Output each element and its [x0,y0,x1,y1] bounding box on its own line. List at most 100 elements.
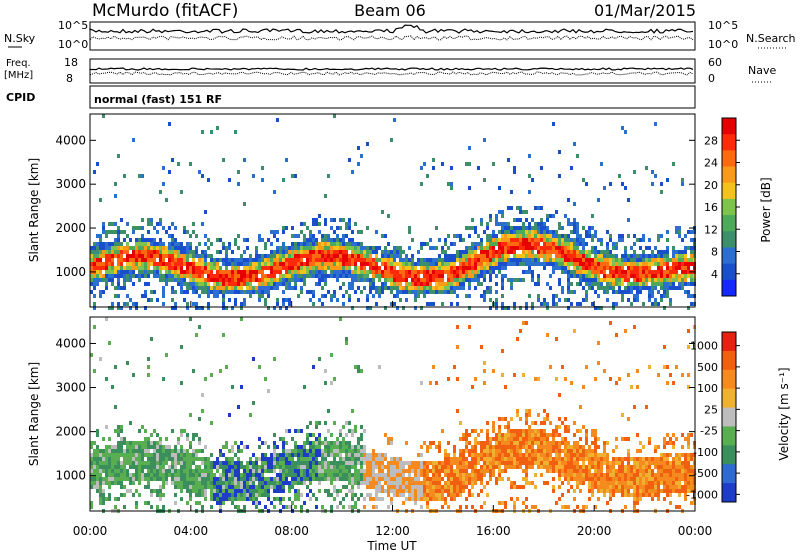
power-cell [606,254,609,258]
power-cell [99,262,102,266]
velocity-cell [150,461,153,465]
power-cell [534,238,537,242]
power-cell [243,270,246,274]
power-cell [558,234,561,238]
velocity-cell [162,481,165,485]
velocity-cell [207,457,210,461]
velocity-cell [288,481,291,485]
velocity-cell [573,489,576,493]
velocity-cell [120,449,123,453]
power-cell [465,226,468,230]
power-cell [531,302,534,306]
velocity-cell [339,461,342,465]
power-cell [318,278,321,282]
power-cell [621,234,624,238]
power-cell [222,298,225,302]
power-cell [153,242,156,246]
velocity-cell [537,445,540,449]
velocity-cell [492,453,495,457]
velocity-cell [231,501,234,505]
velocity-cell [525,429,528,433]
power-cell [189,270,192,274]
power-cell [339,254,342,258]
power-cell [501,242,504,246]
power-cell [609,258,612,262]
velocity-cell [345,493,348,497]
velocity-cell [414,485,417,489]
velocity-cell [507,421,510,425]
power-cell [570,290,573,294]
velocity-cell [300,457,303,461]
velocity-cell [498,449,501,453]
power-cell [324,258,327,262]
power-cell [585,298,588,302]
power-cell [615,254,618,258]
power-cell [525,234,528,238]
velocity-cell [495,437,498,441]
power-cell [393,274,396,278]
power-cell [261,166,264,170]
power-cell [477,166,480,170]
velocity-cell [510,429,513,433]
velocity-cell [453,477,456,481]
power-cell [315,254,318,258]
power-cell [183,262,186,266]
velocity-cell [186,461,189,465]
velocity-cell [546,481,549,485]
power-cell [474,262,477,266]
power-cell [153,254,156,258]
velocity-cell [564,461,567,465]
velocity-cell [357,365,360,369]
velocity-cell [294,429,297,433]
power-cell [117,250,120,254]
power-cell [489,246,492,250]
velocity-cell [306,469,309,473]
power-cell [663,262,666,266]
velocity-cell [459,421,462,425]
velocity-cell [432,365,435,369]
power-cell [117,242,120,246]
velocity-cell [246,445,249,449]
power-cell [543,242,546,246]
power-cell [171,298,174,302]
power-cell [450,258,453,262]
velocity-cell [111,473,114,477]
power-cell [147,222,150,226]
velocity-cell [543,457,546,461]
velocity-cell [336,465,339,469]
power-cell [627,262,630,266]
velocity-cell [135,469,138,473]
power-cell [630,286,633,290]
power-cell [549,286,552,290]
power-cell [303,238,306,242]
power-cell [636,294,639,298]
power-cell [294,250,297,254]
power-cell [582,238,585,242]
power-cell [186,262,189,266]
velocity-cell [486,453,489,457]
velocity-cell [225,497,228,501]
power-cell [573,250,576,254]
power-cell [315,218,318,222]
velocity-cell [315,445,318,449]
velocity-cell [231,449,234,453]
power-cell [612,246,615,250]
power-cell [582,298,585,302]
power-cell [117,246,120,250]
velocity-cell [189,493,192,497]
velocity-cell [531,449,534,453]
power-cell [189,162,192,166]
velocity-cell [417,465,420,469]
velocity-cell [453,449,456,453]
power-cell [117,254,120,258]
velocity-cell [165,457,168,461]
power-cell [528,242,531,246]
velocity-cell [465,481,468,485]
velocity-cell [321,453,324,457]
velocity-cell [480,477,483,481]
velocity-cell [93,369,96,373]
velocity-cell [198,481,201,485]
velocity-cell [348,445,351,449]
velocity-cell [492,437,495,441]
power-cell [357,270,360,274]
